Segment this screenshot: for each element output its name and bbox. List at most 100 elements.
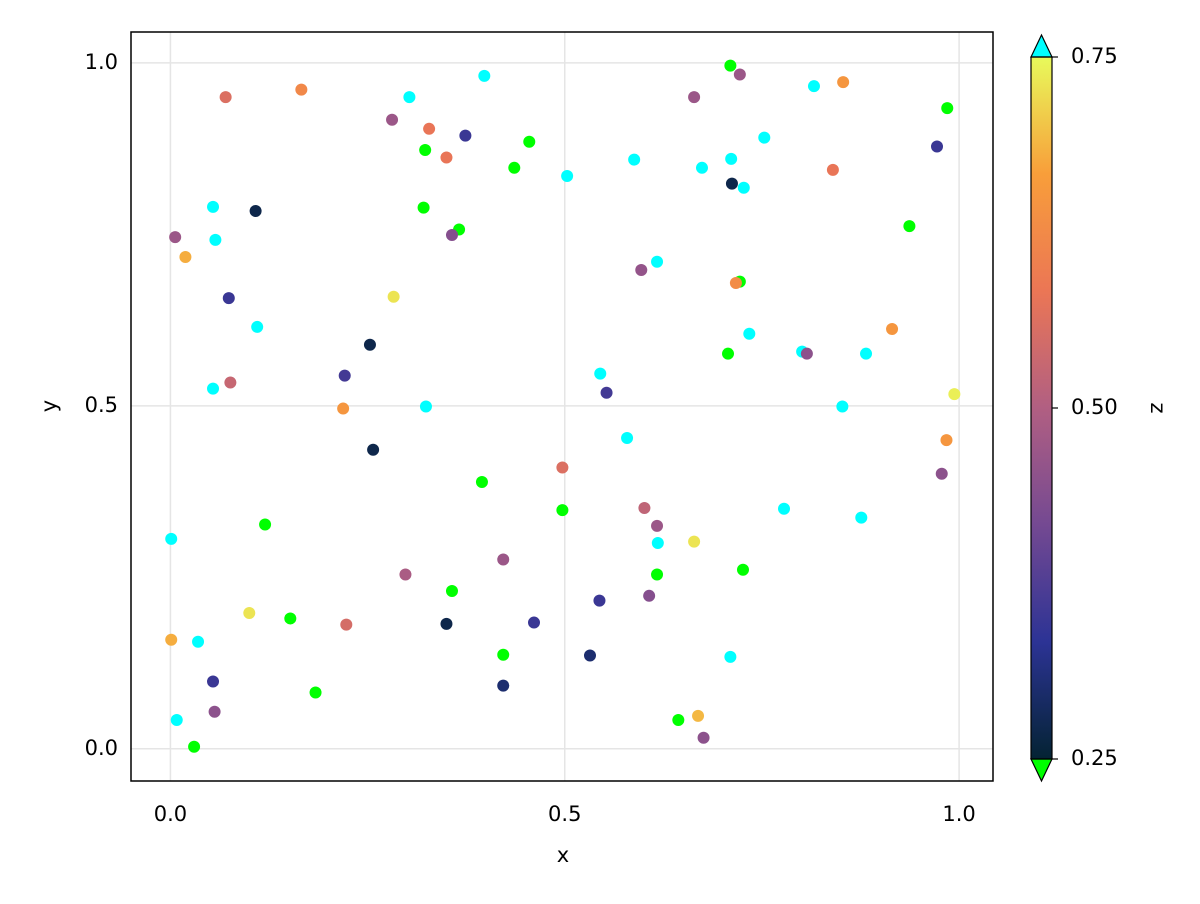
- point: [219, 91, 232, 104]
- point: [722, 347, 735, 360]
- point: [556, 504, 569, 517]
- point: [367, 443, 380, 456]
- point: [165, 532, 178, 545]
- point: [725, 152, 738, 165]
- x-tick-label: 1.0: [942, 802, 975, 826]
- point: [445, 585, 458, 598]
- point: [672, 713, 685, 726]
- point: [697, 731, 710, 744]
- point: [594, 367, 607, 380]
- x-tick-label: 0.5: [548, 802, 581, 826]
- point: [688, 535, 701, 548]
- point: [758, 131, 771, 144]
- point: [387, 290, 400, 303]
- point: [497, 679, 510, 692]
- point: [523, 135, 536, 148]
- point: [224, 376, 237, 389]
- point: [826, 163, 839, 176]
- point: [208, 705, 221, 718]
- point: [419, 143, 432, 156]
- point: [207, 675, 220, 688]
- point: [593, 594, 606, 607]
- point: [800, 347, 813, 360]
- point: [209, 233, 222, 246]
- point: [935, 467, 948, 480]
- point: [724, 650, 737, 663]
- point: [165, 633, 178, 646]
- point: [337, 402, 350, 415]
- point: [778, 502, 791, 515]
- point: [528, 616, 541, 629]
- point: [903, 220, 916, 233]
- point: [403, 91, 416, 104]
- point: [284, 612, 297, 625]
- point: [170, 713, 183, 726]
- colorbar-label: z: [1146, 402, 1170, 413]
- point: [556, 461, 569, 474]
- point: [440, 151, 453, 164]
- point: [837, 76, 850, 89]
- point: [635, 264, 648, 277]
- point: [836, 400, 849, 413]
- point: [251, 320, 264, 333]
- point: [188, 740, 201, 753]
- point: [497, 553, 510, 566]
- point: [733, 68, 746, 81]
- point: [860, 347, 873, 360]
- x-axis-label: x: [557, 843, 569, 867]
- point: [724, 59, 737, 72]
- point: [736, 563, 749, 576]
- y-tick-label: 1.0: [85, 50, 118, 74]
- point: [497, 648, 510, 661]
- y-axis-label: y: [37, 400, 61, 412]
- point: [638, 502, 651, 515]
- point: [651, 536, 664, 549]
- colorbar-tick-label: 0.50: [1071, 395, 1118, 419]
- point: [222, 292, 235, 305]
- point: [940, 434, 953, 447]
- point: [417, 201, 430, 214]
- point: [363, 338, 376, 351]
- colorbar-tick-label: 0.75: [1071, 44, 1118, 68]
- point: [651, 255, 664, 268]
- point: [340, 618, 353, 631]
- point: [886, 322, 899, 335]
- point: [583, 649, 596, 662]
- point: [725, 177, 738, 190]
- point: [475, 475, 488, 488]
- point: [207, 200, 220, 213]
- point: [309, 686, 322, 699]
- point: [729, 277, 742, 290]
- point: [386, 113, 399, 126]
- point: [737, 181, 750, 194]
- point: [419, 400, 432, 413]
- point: [249, 205, 262, 218]
- point: [621, 432, 634, 445]
- point: [948, 388, 961, 401]
- highclip-triangle: [1030, 33, 1053, 58]
- point: [688, 91, 701, 104]
- point: [169, 231, 182, 244]
- point: [931, 140, 944, 153]
- y-tick-label: 0.0: [85, 736, 118, 760]
- point: [338, 369, 351, 382]
- point: [259, 518, 272, 531]
- point: [643, 589, 656, 602]
- point: [192, 635, 205, 648]
- x-tick-label: 0.0: [154, 802, 187, 826]
- colorbar: [1031, 57, 1052, 759]
- point: [651, 568, 664, 581]
- point: [628, 153, 641, 166]
- point: [478, 69, 491, 82]
- point: [295, 83, 308, 96]
- point: [459, 129, 472, 142]
- point: [423, 122, 436, 135]
- point: [179, 250, 192, 263]
- y-tick-label: 0.5: [85, 393, 118, 417]
- point: [561, 170, 574, 183]
- point: [207, 382, 220, 395]
- point: [651, 519, 664, 532]
- point: [440, 617, 453, 630]
- colorbar-tick-label: 0.25: [1071, 746, 1118, 770]
